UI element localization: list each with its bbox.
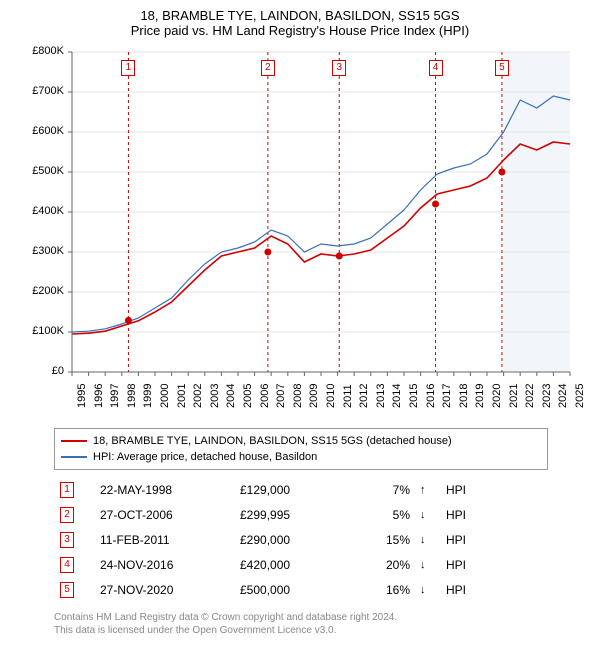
tx-tag: HPI [442,528,532,551]
tx-arrow-icon: ↓ [416,503,440,526]
sale-marker-badge: 1 [121,60,135,76]
tx-price: £129,000 [236,478,354,501]
legend: 18, BRAMBLE TYE, LAINDON, BASILDON, SS15… [54,428,548,470]
x-axis-label: 2005 [242,384,254,408]
tx-date: 22-MAY-1998 [96,478,234,501]
x-axis-label: 2013 [375,384,387,408]
x-axis-label: 2018 [458,384,470,408]
x-axis-label: 2020 [491,384,503,408]
x-axis-label: 2024 [557,384,569,408]
legend-swatch [61,440,87,442]
x-axis-label: 2016 [425,384,437,408]
y-axis-label: £100K [20,325,64,337]
tx-arrow-icon: ↑ [416,478,440,501]
x-axis-label: 2012 [358,384,370,408]
price-chart: £0 £100K £200K £300K £400K £500K £600K £700K £80… [20,42,580,422]
tx-arrow-icon: ↓ [416,578,440,601]
tx-price: £500,000 [236,578,354,601]
x-axis-label: 2009 [308,384,320,408]
y-axis-label: £500K [20,165,64,177]
tx-price: £420,000 [236,553,354,576]
tx-date: 27-OCT-2006 [96,503,234,526]
tx-pct: 20% [356,553,414,576]
tx-badge: 2 [60,507,74,523]
tx-tag: HPI [442,478,532,501]
x-axis-label: 2023 [541,384,553,408]
x-axis-label: 2022 [524,384,536,408]
title-line1: 18, BRAMBLE TYE, LAINDON, BASILDON, SS15… [8,8,592,23]
table-row: 1 22-MAY-1998£129,0007%↑HPI [56,478,532,501]
x-axis-label: 2010 [325,384,337,408]
y-axis-label: £700K [20,85,64,97]
sale-marker-badge: 2 [261,60,275,76]
x-axis-label: 2004 [225,384,237,408]
footer-line2: This data is licensed under the Open Gov… [54,624,582,637]
x-axis-label: 2025 [574,384,586,408]
legend-swatch [61,456,87,458]
transactions-table: 122-MAY-1998£129,0007%↑HPI227-OCT-2006£2… [54,476,534,603]
x-axis-label: 2011 [342,384,354,408]
x-axis-label: 1996 [93,384,105,408]
x-axis-label: 2015 [408,384,420,408]
y-axis-label: £600K [20,125,64,137]
x-axis-label: 2000 [159,384,171,408]
tx-price: £299,995 [236,503,354,526]
tx-pct: 7% [356,478,414,501]
x-axis-label: 2017 [441,384,453,408]
table-row: 5 27-NOV-2020£500,00016%↓HPI [56,578,532,601]
x-axis-label: 2001 [176,384,188,408]
tx-badge: 4 [60,557,74,573]
y-axis-label: £200K [20,285,64,297]
x-axis-label: 2014 [391,384,403,408]
x-axis-label: 2007 [275,384,287,408]
table-row: 4 24-NOV-2016£420,00020%↓HPI [56,553,532,576]
tx-arrow-icon: ↓ [416,553,440,576]
footer: Contains HM Land Registry data © Crown c… [54,611,582,637]
title-line2: Price paid vs. HM Land Registry's House … [8,23,592,38]
x-axis-label: 1998 [126,384,138,408]
legend-label: HPI: Average price, detached house, Basi… [93,451,317,463]
x-axis-label: 2002 [192,384,204,408]
tx-badge: 3 [60,532,74,548]
legend-label: 18, BRAMBLE TYE, LAINDON, BASILDON, SS15… [93,435,452,447]
legend-item: 18, BRAMBLE TYE, LAINDON, BASILDON, SS15… [61,433,541,449]
y-axis-label: £800K [20,45,64,57]
legend-item: HPI: Average price, detached house, Basi… [61,449,541,465]
x-axis-label: 1995 [76,384,88,408]
table-row: 3 11-FEB-2011£290,00015%↓HPI [56,528,532,551]
tx-pct: 15% [356,528,414,551]
tx-date: 24-NOV-2016 [96,553,234,576]
x-axis-label: 2021 [508,384,520,408]
tx-tag: HPI [442,553,532,576]
tx-date: 27-NOV-2020 [96,578,234,601]
x-axis-label: 2006 [259,384,271,408]
tx-arrow-icon: ↓ [416,528,440,551]
sale-marker-badge: 4 [429,60,443,76]
tx-badge: 1 [60,482,74,498]
tx-pct: 5% [356,503,414,526]
tx-price: £290,000 [236,528,354,551]
y-axis-label: £300K [20,245,64,257]
tx-pct: 16% [356,578,414,601]
y-axis-label: £400K [20,205,64,217]
sale-marker-badge: 3 [332,60,346,76]
x-axis-label: 1997 [109,384,121,408]
tx-tag: HPI [442,578,532,601]
y-axis-label: £0 [20,365,64,377]
sale-marker-badge: 5 [495,60,509,76]
x-axis-label: 2019 [474,384,486,408]
tx-badge: 5 [60,582,74,598]
chart-title-block: 18, BRAMBLE TYE, LAINDON, BASILDON, SS15… [8,8,592,38]
chart-svg [20,42,580,422]
tx-tag: HPI [442,503,532,526]
footer-line1: Contains HM Land Registry data © Crown c… [54,611,582,624]
table-row: 2 27-OCT-2006£299,9955%↓HPI [56,503,532,526]
tx-date: 11-FEB-2011 [96,528,234,551]
x-axis-label: 1999 [142,384,154,408]
x-axis-label: 2008 [292,384,304,408]
x-axis-label: 2003 [209,384,221,408]
